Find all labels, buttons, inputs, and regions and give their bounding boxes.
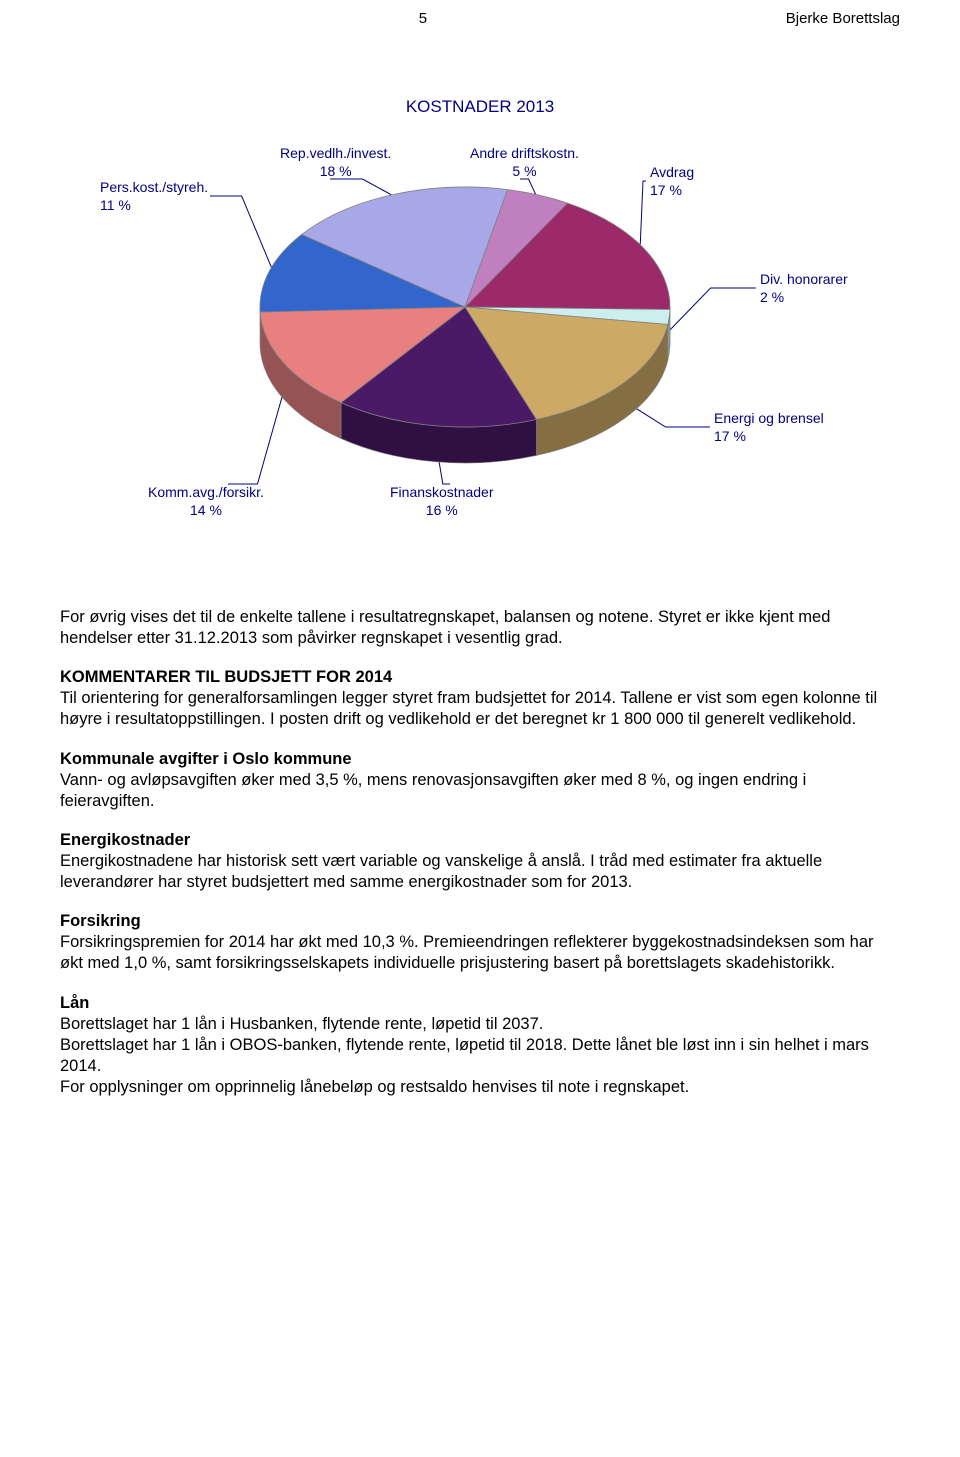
slice-label: Avdrag17 % bbox=[650, 164, 694, 199]
heading-kommunale: Kommunale avgifter i Oslo kommune bbox=[60, 750, 352, 768]
document-body: For øvrig vises det til de enkelte talle… bbox=[60, 607, 900, 1098]
heading-forsikring: Forsikring bbox=[60, 912, 141, 930]
slice-label: Finanskostnader16 % bbox=[390, 484, 494, 519]
slice-label: Div. honorarer2 % bbox=[760, 271, 848, 306]
body-laan-3: For opplysninger om opprinnelig lånebelø… bbox=[60, 1078, 689, 1096]
page-header: 5 Bjerke Borettslag bbox=[60, 10, 900, 27]
body-kommentar: Til orientering for generalforsamlingen … bbox=[60, 689, 877, 728]
slice-label: Komm.avg./forsikr.14 % bbox=[148, 484, 264, 519]
section-kommunale: Kommunale avgifter i Oslo kommune Vann- … bbox=[60, 749, 900, 812]
heading-energi: Energikostnader bbox=[60, 831, 190, 849]
body-forsikring: Forsikringspremien for 2014 har økt med … bbox=[60, 933, 874, 972]
section-energi: Energikostnader Energikostnadene har his… bbox=[60, 830, 900, 893]
slice-label: Andre driftskostn.5 % bbox=[470, 145, 579, 180]
slice-label: Pers.kost./styreh.11 % bbox=[100, 179, 208, 214]
body-energi: Energikostnadene har historisk sett vært… bbox=[60, 852, 822, 891]
section-kommentar: KOMMENTARER TIL BUDSJETT FOR 2014 Til or… bbox=[60, 667, 900, 730]
section-forsikring: Forsikring Forsikringspremien for 2014 h… bbox=[60, 911, 900, 974]
slice-label: Energi og brensel17 % bbox=[714, 410, 824, 445]
pie-chart-kostnader: KOSTNADER 2013 Avdrag17 %Div. honorarer2… bbox=[60, 47, 900, 577]
section-laan: Lån Borettslaget har 1 lån i Husbanken, … bbox=[60, 993, 900, 1099]
body-laan-2: Borettslaget har 1 lån i OBOS-banken, fl… bbox=[60, 1036, 869, 1075]
heading-kommentar: KOMMENTARER TIL BUDSJETT FOR 2014 bbox=[60, 668, 392, 686]
document-page: 5 Bjerke Borettslag KOSTNADER 2013 Avdra… bbox=[0, 0, 960, 1156]
body-kommunale: Vann- og avløpsavgiften øker med 3,5 %, … bbox=[60, 771, 806, 810]
org-name: Bjerke Borettslag bbox=[786, 10, 900, 27]
page-number: 5 bbox=[419, 10, 427, 27]
body-laan-1: Borettslaget har 1 lån i Husbanken, flyt… bbox=[60, 1015, 543, 1033]
intro-paragraph: For øvrig vises det til de enkelte talle… bbox=[60, 607, 900, 649]
pie-chart-svg bbox=[240, 147, 700, 487]
slice-label: Rep.vedlh./invest.18 % bbox=[280, 145, 391, 180]
heading-laan: Lån bbox=[60, 994, 89, 1012]
